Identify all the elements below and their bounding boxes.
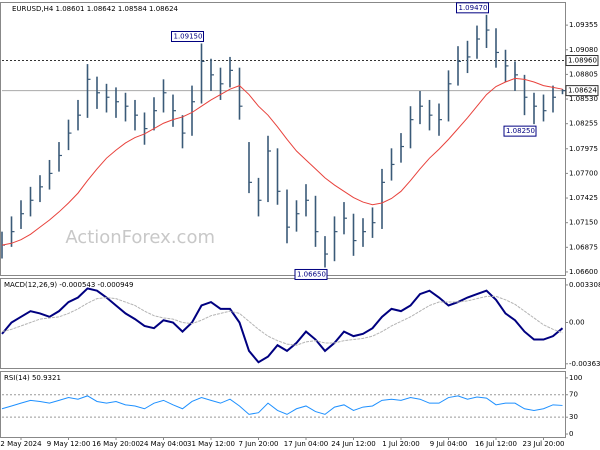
rsi-title: RSI(14) 50.9321 bbox=[4, 374, 61, 382]
y-tick-label: 1.07425 bbox=[569, 194, 598, 202]
y-tick-label: 1.06600 bbox=[569, 268, 598, 276]
macd-line bbox=[1, 287, 564, 364]
y-tick-label: 1.06875 bbox=[569, 243, 598, 251]
x-tick-label: 16 May 20:00 bbox=[92, 440, 140, 448]
h-line-box bbox=[565, 85, 599, 97]
rsi-panel bbox=[0, 371, 566, 438]
x-tick-label: 2 May 2024 bbox=[0, 440, 42, 448]
annotation-box bbox=[294, 268, 328, 280]
y-tick-label: 30 bbox=[569, 413, 578, 421]
y-tick-label: 1.07700 bbox=[569, 169, 598, 177]
annotation-box bbox=[456, 2, 489, 14]
annotation-label: 1.09470 bbox=[459, 4, 488, 12]
x-tick-label: 1 Jul 20:00 bbox=[382, 440, 420, 448]
y-tick-label: 1.07150 bbox=[569, 219, 598, 227]
rsi-line bbox=[1, 395, 563, 415]
y-tick-label: 0.003308 bbox=[569, 281, 600, 289]
y-tick-label: 1.09355 bbox=[569, 21, 598, 29]
price-title: EURUSD,H4 1.08601 1.08642 1.08584 1.0862… bbox=[12, 5, 179, 13]
macd-title: MACD(12,26,9) -0.000543 -0.000949 bbox=[4, 281, 133, 289]
h-line-label: 1.08960 bbox=[568, 57, 597, 65]
price-panel bbox=[0, 2, 566, 276]
x-tick-label: 31 May 12:00 bbox=[187, 440, 235, 448]
x-tick-label: 24 Jun 12:00 bbox=[331, 440, 375, 448]
macd-panel bbox=[0, 278, 566, 369]
annotation-label: 1.08250 bbox=[506, 127, 535, 135]
annotation-box bbox=[503, 125, 537, 137]
x-tick-label: 17 Jun 04:00 bbox=[284, 440, 328, 448]
annotation-label: 1.09150 bbox=[174, 32, 203, 40]
y-tick-label: 1.09080 bbox=[569, 46, 598, 54]
y-tick-label: 1.08530 bbox=[569, 95, 598, 103]
x-tick-label: 24 May 04:00 bbox=[139, 440, 187, 448]
h-line-label: 1.08624 bbox=[568, 87, 597, 95]
y-tick-label: 1.08805 bbox=[569, 70, 598, 78]
h-line-box bbox=[565, 55, 599, 67]
y-tick-label: 70 bbox=[569, 391, 578, 399]
y-tick-label: 100 bbox=[569, 374, 582, 382]
x-tick-label: 16 Jul 12:00 bbox=[475, 440, 517, 448]
moving-average bbox=[1, 77, 563, 246]
x-tick-label: 9 May 12:00 bbox=[47, 440, 91, 448]
watermark: ActionForex.com bbox=[65, 227, 215, 248]
y-tick-label: 0.00 bbox=[569, 319, 585, 327]
signal-line bbox=[1, 295, 563, 346]
y-tick-label: 1.08255 bbox=[569, 120, 598, 128]
x-tick-label: 23 Jul 20:00 bbox=[523, 440, 565, 448]
y-tick-label: 0 bbox=[569, 430, 573, 438]
annotation-box bbox=[171, 30, 204, 42]
y-tick-label: -0.003635 bbox=[569, 360, 600, 368]
x-tick-label: 7 Jun 20:00 bbox=[238, 440, 278, 448]
annotation-label: 1.06650 bbox=[297, 270, 326, 278]
y-tick-label: 1.07975 bbox=[569, 145, 598, 153]
x-tick-label: 9 Jul 04:00 bbox=[430, 440, 468, 448]
